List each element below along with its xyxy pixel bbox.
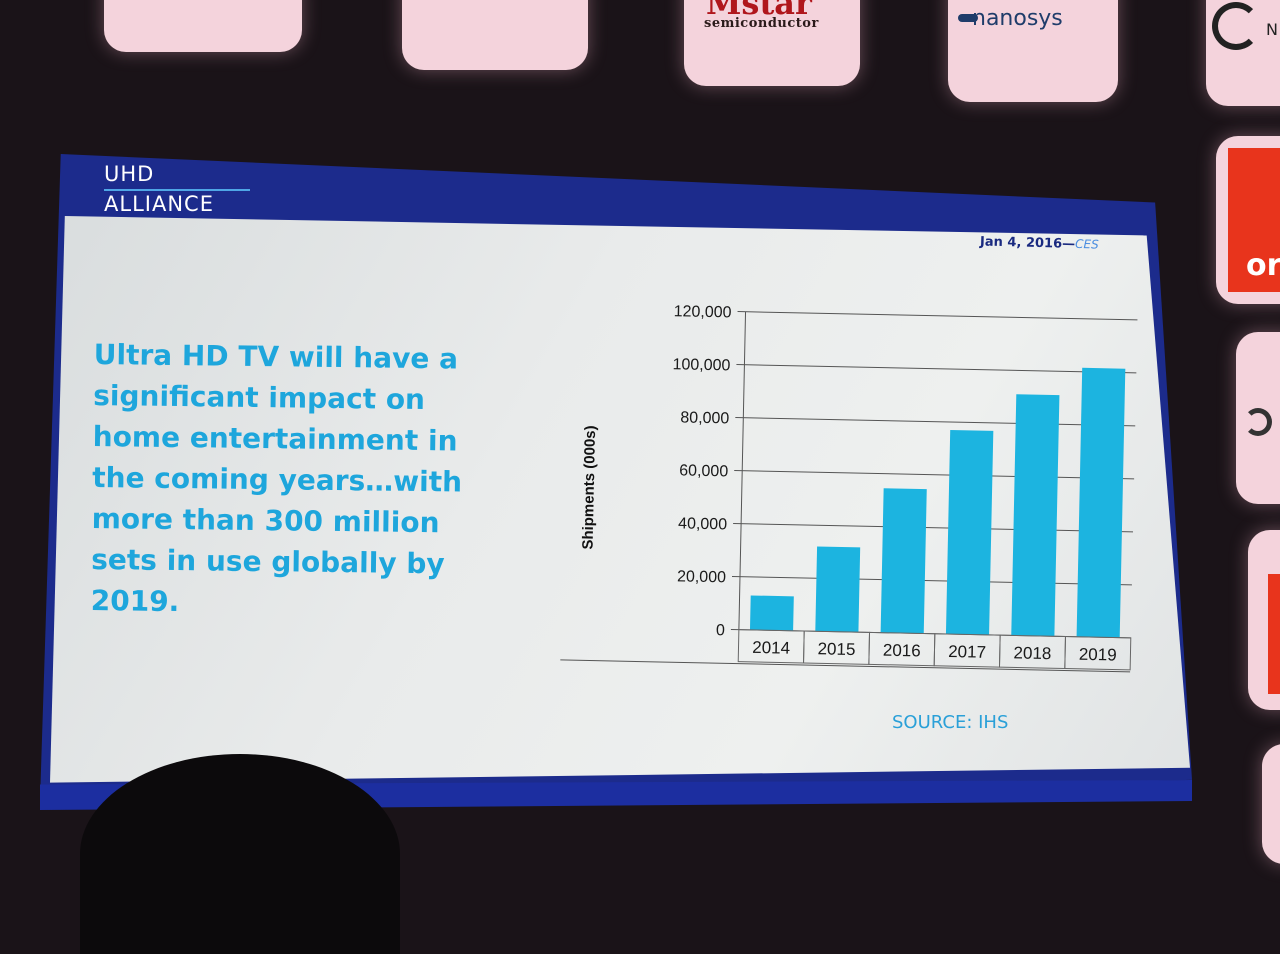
x-tick-label: 2018 bbox=[1013, 643, 1051, 663]
nanosys-logo-icon bbox=[958, 14, 978, 22]
source-note: SOURCE: IHS bbox=[892, 712, 1009, 733]
slide-body bbox=[50, 216, 1190, 783]
uhd-alliance-logo-line1: UHD bbox=[104, 162, 155, 186]
bar-2016 bbox=[880, 488, 927, 634]
y-gridline bbox=[733, 523, 1134, 533]
x-tick-label: 2016 bbox=[883, 641, 921, 661]
slide-date-text: Jan 4, 2016— bbox=[979, 234, 1076, 252]
y-gridline bbox=[734, 470, 1135, 480]
slide-headline: Ultra HD TV will have a significant impa… bbox=[90, 337, 463, 619]
bar-2018 bbox=[1011, 394, 1060, 637]
slide-date: Jan 4, 2016—CES bbox=[980, 234, 1099, 252]
y-tick-label: 20,000 bbox=[677, 568, 726, 586]
bar-2019 bbox=[1076, 367, 1126, 638]
y-tick-label: 0 bbox=[716, 622, 725, 639]
sponsor-red-panel-2 bbox=[1268, 574, 1280, 694]
audience-head-silhouette bbox=[80, 754, 400, 954]
sponsor-tile-7 bbox=[1236, 332, 1280, 504]
sponsor-tile-nanosys: nanosys bbox=[948, 0, 1118, 102]
sponsor-tile-1 bbox=[104, 0, 302, 52]
sponsor-partial-text: N bbox=[1266, 20, 1278, 39]
bar-2014 bbox=[749, 595, 794, 631]
y-tick-label: 40,000 bbox=[678, 515, 727, 533]
y-gridline bbox=[737, 311, 1138, 321]
uhd-alliance-logo-line2: ALLIANCE bbox=[104, 192, 214, 216]
sponsor-tile-2 bbox=[402, 0, 588, 70]
sponsor-red-panel bbox=[1228, 148, 1280, 292]
chart-baseline bbox=[560, 659, 1131, 673]
mstar-logo-subtext: semiconductor bbox=[704, 16, 819, 31]
logo-rule bbox=[104, 189, 250, 191]
sponsor-tile-8 bbox=[1248, 530, 1280, 710]
y-tick-label: 80,000 bbox=[680, 409, 729, 427]
slide-date-suffix: CES bbox=[1074, 236, 1099, 252]
x-tick-label: 2014 bbox=[752, 638, 790, 658]
bar-2017 bbox=[945, 429, 994, 635]
bar-2015 bbox=[815, 546, 861, 633]
sponsor-tile-5: N bbox=[1206, 0, 1280, 106]
sponsor-tile-6: or bbox=[1216, 136, 1280, 304]
x-tick-label: 2019 bbox=[1079, 645, 1117, 665]
y-tick-label: 60,000 bbox=[679, 462, 728, 480]
y-gridline bbox=[731, 575, 1132, 586]
sponsor-tile-9 bbox=[1262, 744, 1280, 864]
y-tick-label: 120,000 bbox=[674, 303, 732, 321]
mstar-logo-text: Mstar bbox=[706, 0, 812, 22]
sponsor-swirl-icon bbox=[1212, 2, 1260, 50]
y-tick-label: 100,000 bbox=[672, 356, 730, 374]
x-tick-label: 2017 bbox=[948, 642, 986, 662]
sponsor-partial-text-or: or bbox=[1246, 248, 1280, 283]
y-axis-label: Shipments (000s) bbox=[580, 425, 600, 550]
shipments-bar-chart: 0 20,000 40,000 60,000 80,000 100,000 120,000 2… bbox=[560, 288, 1168, 680]
sponsor-tile-mstar: Mstar semiconductor bbox=[684, 0, 860, 86]
y-gridline bbox=[735, 417, 1136, 427]
chart-canvas: 0 20,000 40,000 60,000 80,000 100,000 120,000 2… bbox=[560, 303, 1138, 673]
sponsor-ring-icon bbox=[1244, 408, 1272, 436]
y-gridline bbox=[736, 364, 1137, 374]
category-cell bbox=[1064, 635, 1132, 671]
y-axis-line bbox=[738, 311, 747, 630]
nanosys-logo-text: nanosys bbox=[972, 6, 1063, 31]
x-tick-label: 2015 bbox=[817, 639, 855, 659]
